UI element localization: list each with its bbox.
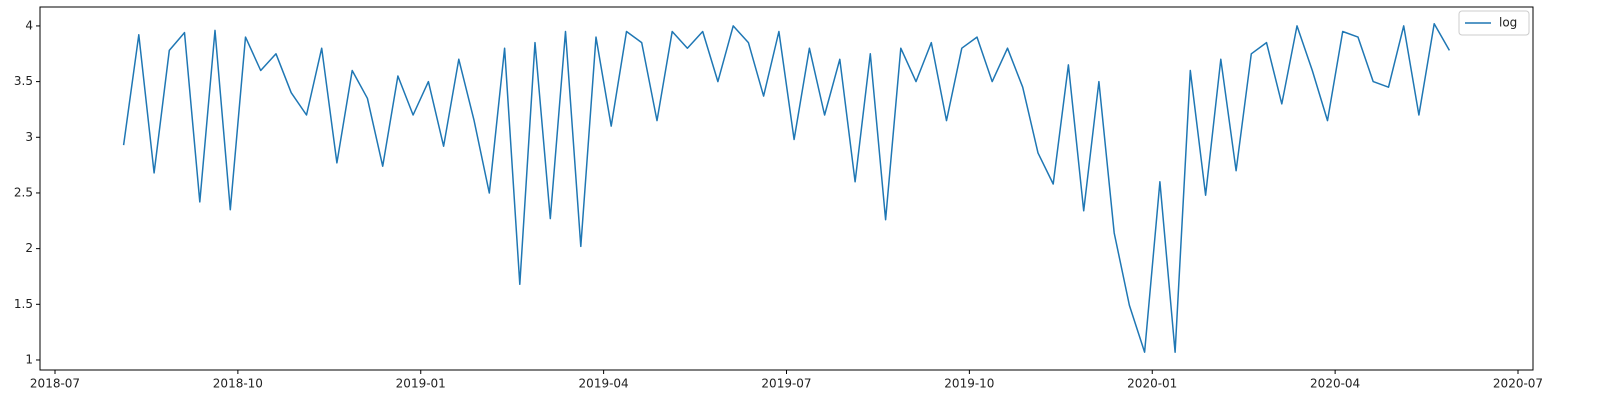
y-tick-label: 1 — [25, 352, 33, 366]
x-tick-label: 2020-04 — [1310, 377, 1360, 391]
y-tick-label: 2.5 — [14, 185, 33, 199]
x-tick-label: 2019-07 — [761, 377, 811, 391]
y-tick-label: 4 — [25, 18, 33, 32]
legend-box — [1458, 10, 1530, 36]
y-tick-label: 3 — [25, 130, 33, 144]
y-tick-label: 2 — [25, 241, 33, 255]
x-tick-label: 2018-07 — [30, 377, 80, 391]
x-tick-label: 2020-07 — [1493, 377, 1543, 391]
x-tick-label: 2019-01 — [396, 377, 446, 391]
x-tick-label: 2018-10 — [213, 377, 263, 391]
x-tick-label: 2019-10 — [944, 377, 994, 391]
series-line — [122, 22, 1451, 353]
x-tick-label: 2019-04 — [579, 377, 629, 391]
y-tick-label: 3.5 — [14, 74, 33, 88]
x-tick-label: 2020-01 — [1127, 377, 1177, 391]
legend-label: log — [1499, 16, 1517, 30]
y-tick-label: 1.5 — [14, 297, 33, 311]
